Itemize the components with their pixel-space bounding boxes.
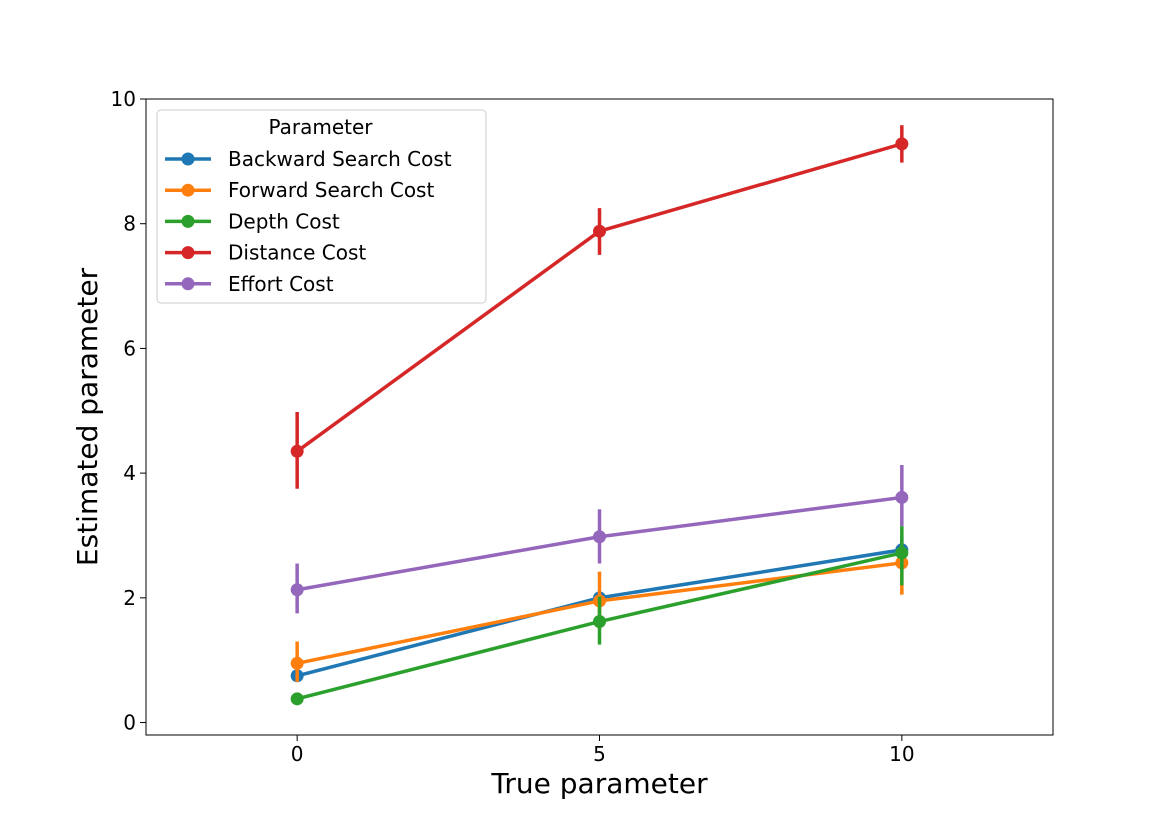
series-3: [290, 125, 909, 489]
legend-swatch-marker: [181, 183, 195, 197]
series-2: [290, 526, 909, 706]
legend-box: [156, 109, 487, 304]
y-tick-label: 10: [111, 87, 136, 111]
data-point: [895, 137, 909, 151]
legend-label: Distance Cost: [228, 241, 366, 265]
data-point: [290, 444, 304, 458]
y-tick-label: 8: [123, 212, 136, 236]
data-point: [593, 224, 606, 238]
legend-entry-3: Distance Cost: [165, 241, 366, 265]
data-point: [290, 583, 304, 597]
series-4: [290, 465, 909, 614]
legend-label: Backward Search Cost: [228, 147, 452, 171]
x-tick-label: 5: [593, 742, 606, 766]
y-tick-label: 6: [123, 336, 136, 360]
y-axis-label: Estimated parameter: [71, 267, 104, 566]
legend-entry-2: Depth Cost: [165, 209, 340, 233]
legend-swatch-marker: [181, 246, 195, 260]
x-tick-label: 0: [291, 742, 304, 766]
data-point: [290, 656, 304, 670]
y-tick-label: 0: [123, 711, 136, 735]
axes: 0 5 10 0 2 4 6 8 10 True parameter Estimated param…: [71, 87, 1054, 800]
x-axis-label: True parameter: [490, 767, 708, 800]
legend: Parameter Backward Search Cost Forward Sea…: [156, 109, 487, 304]
data-point: [593, 615, 606, 629]
legend-entry-0: Backward Search Cost: [165, 147, 452, 171]
legend-title: Parameter: [268, 115, 373, 139]
legend-label: Effort Cost: [228, 272, 334, 296]
data-point: [593, 530, 606, 544]
y-tick-label: 4: [123, 461, 136, 485]
data-point: [895, 490, 909, 504]
legend-swatch-marker: [181, 152, 195, 166]
legend-label: Forward Search Cost: [228, 178, 434, 202]
legend-swatch-marker: [181, 277, 195, 291]
legend-swatch-marker: [181, 214, 195, 228]
x-tick-label: 10: [889, 742, 914, 766]
y-tick-label: 2: [123, 586, 136, 610]
legend-entry-4: Effort Cost: [165, 272, 334, 296]
data-point: [290, 692, 304, 706]
data-point: [895, 546, 909, 560]
legend-entry-1: Forward Search Cost: [165, 178, 434, 202]
legend-label: Depth Cost: [228, 209, 340, 233]
